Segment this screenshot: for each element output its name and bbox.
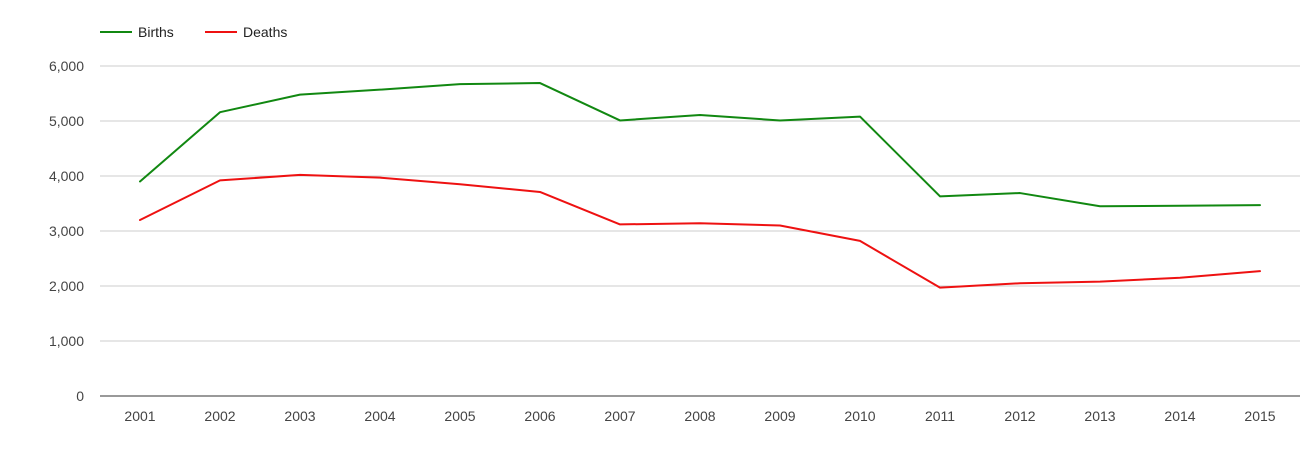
y-tick-label: 5,000 <box>49 113 84 129</box>
gridlines <box>100 65 1300 342</box>
y-tick-label: 0 <box>76 388 84 404</box>
x-tick-label: 2005 <box>444 408 475 424</box>
x-tick-label: 2004 <box>364 408 395 424</box>
x-tick-label: 2001 <box>124 408 155 424</box>
series-line-births <box>139 82 1261 208</box>
legend: Births Deaths <box>100 24 287 40</box>
x-tick-label: 2010 <box>844 408 875 424</box>
x-tick-label: 2015 <box>1244 408 1275 424</box>
y-tick-label: 6,000 <box>49 58 84 74</box>
x-tick-label: 2012 <box>1004 408 1035 424</box>
x-tick-label: 2007 <box>604 408 635 424</box>
x-tick-label: 2011 <box>925 408 955 424</box>
legend-label: Deaths <box>243 24 287 40</box>
series-group <box>139 82 1261 289</box>
x-tick-label: 2002 <box>204 408 235 424</box>
x-tick-label: 2013 <box>1084 408 1115 424</box>
series-line-deaths <box>139 173 1261 289</box>
x-tick-label: 2003 <box>284 408 315 424</box>
y-axis: 0 1,000 2,000 3,000 4,000 5,000 6,000 <box>49 58 84 404</box>
x-tick-label: 2014 <box>1164 408 1195 424</box>
legend-label: Births <box>138 24 174 40</box>
x-tick-label: 2008 <box>684 408 715 424</box>
y-tick-label: 3,000 <box>49 223 84 239</box>
y-tick-label: 1,000 <box>49 333 84 349</box>
y-tick-label: 2,000 <box>49 278 84 294</box>
x-tick-label: 2009 <box>764 408 795 424</box>
x-tick-label: 2006 <box>524 408 555 424</box>
x-axis: 2001 2002 2003 2004 2005 2006 2007 2008 2009 2010… <box>100 395 1300 424</box>
legend-item-deaths[interactable]: Deaths <box>205 24 287 40</box>
legend-item-births[interactable]: Births <box>100 24 174 40</box>
y-tick-label: 4,000 <box>49 168 84 184</box>
